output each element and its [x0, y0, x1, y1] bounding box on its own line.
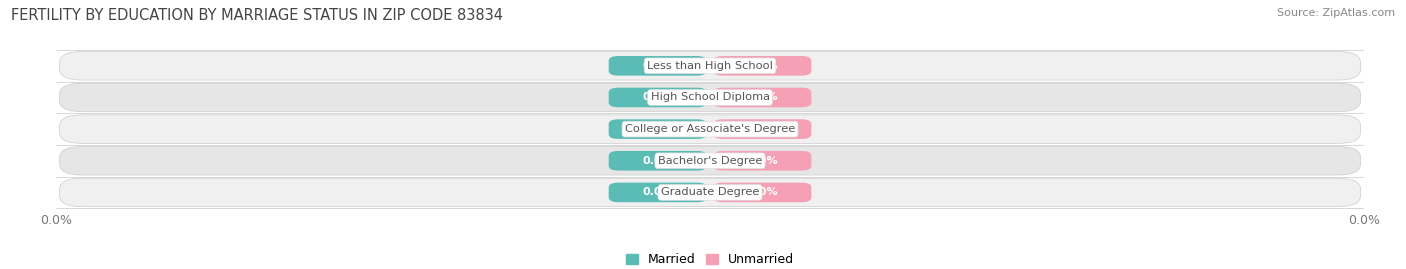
FancyBboxPatch shape	[713, 56, 811, 76]
Text: FERTILITY BY EDUCATION BY MARRIAGE STATUS IN ZIP CODE 83834: FERTILITY BY EDUCATION BY MARRIAGE STATU…	[11, 8, 503, 23]
FancyBboxPatch shape	[609, 119, 707, 139]
FancyBboxPatch shape	[59, 115, 1361, 143]
FancyBboxPatch shape	[713, 119, 811, 139]
FancyBboxPatch shape	[59, 147, 1361, 175]
FancyBboxPatch shape	[59, 52, 1361, 80]
Text: 0.0%: 0.0%	[747, 61, 778, 71]
Text: 0.0%: 0.0%	[747, 156, 778, 166]
FancyBboxPatch shape	[59, 178, 1361, 207]
Text: College or Associate's Degree: College or Associate's Degree	[624, 124, 796, 134]
Text: Less than High School: Less than High School	[647, 61, 773, 71]
Text: 0.0%: 0.0%	[643, 61, 673, 71]
FancyBboxPatch shape	[609, 183, 707, 202]
Text: Bachelor's Degree: Bachelor's Degree	[658, 156, 762, 166]
Text: 0.0%: 0.0%	[747, 93, 778, 102]
Legend: Married, Unmarried: Married, Unmarried	[620, 248, 800, 269]
Text: 0.0%: 0.0%	[643, 187, 673, 197]
Text: High School Diploma: High School Diploma	[651, 93, 769, 102]
Text: Graduate Degree: Graduate Degree	[661, 187, 759, 197]
Text: 0.0%: 0.0%	[643, 93, 673, 102]
FancyBboxPatch shape	[609, 151, 707, 171]
Text: 0.0%: 0.0%	[643, 124, 673, 134]
Text: 0.0%: 0.0%	[747, 124, 778, 134]
Text: 0.0%: 0.0%	[747, 187, 778, 197]
Text: Source: ZipAtlas.com: Source: ZipAtlas.com	[1277, 8, 1395, 18]
FancyBboxPatch shape	[609, 88, 707, 107]
FancyBboxPatch shape	[713, 183, 811, 202]
FancyBboxPatch shape	[609, 56, 707, 76]
Text: 0.0%: 0.0%	[643, 156, 673, 166]
FancyBboxPatch shape	[59, 83, 1361, 112]
FancyBboxPatch shape	[713, 151, 811, 171]
FancyBboxPatch shape	[713, 88, 811, 107]
